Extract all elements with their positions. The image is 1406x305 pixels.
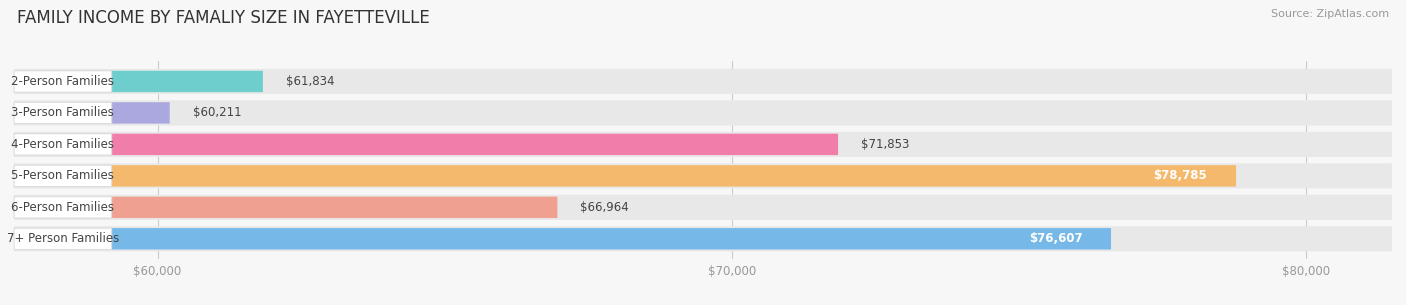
Text: $60,211: $60,211 <box>193 106 242 120</box>
FancyBboxPatch shape <box>14 134 838 155</box>
Text: $66,964: $66,964 <box>581 201 628 214</box>
FancyBboxPatch shape <box>14 69 1392 94</box>
FancyBboxPatch shape <box>14 132 1392 157</box>
FancyBboxPatch shape <box>14 195 1392 220</box>
FancyBboxPatch shape <box>14 71 263 92</box>
FancyBboxPatch shape <box>14 165 1236 187</box>
Text: $61,834: $61,834 <box>285 75 335 88</box>
Text: 6-Person Families: 6-Person Families <box>11 201 114 214</box>
Text: FAMILY INCOME BY FAMALIY SIZE IN FAYETTEVILLE: FAMILY INCOME BY FAMALIY SIZE IN FAYETTE… <box>17 9 430 27</box>
FancyBboxPatch shape <box>14 163 1392 188</box>
Text: $78,785: $78,785 <box>1153 169 1208 182</box>
Text: 4-Person Families: 4-Person Families <box>11 138 114 151</box>
FancyBboxPatch shape <box>14 226 1392 251</box>
Text: Source: ZipAtlas.com: Source: ZipAtlas.com <box>1271 9 1389 19</box>
FancyBboxPatch shape <box>14 165 111 187</box>
FancyBboxPatch shape <box>14 197 111 218</box>
FancyBboxPatch shape <box>14 197 557 218</box>
Text: $71,853: $71,853 <box>860 138 910 151</box>
FancyBboxPatch shape <box>14 71 111 92</box>
Text: 7+ Person Families: 7+ Person Families <box>7 232 120 245</box>
FancyBboxPatch shape <box>14 228 1111 249</box>
FancyBboxPatch shape <box>14 228 111 249</box>
FancyBboxPatch shape <box>14 100 1392 126</box>
Text: 3-Person Families: 3-Person Families <box>11 106 114 120</box>
FancyBboxPatch shape <box>14 102 170 124</box>
Text: 5-Person Families: 5-Person Families <box>11 169 114 182</box>
FancyBboxPatch shape <box>14 102 111 124</box>
FancyBboxPatch shape <box>14 134 111 155</box>
Text: $76,607: $76,607 <box>1029 232 1083 245</box>
Text: 2-Person Families: 2-Person Families <box>11 75 114 88</box>
